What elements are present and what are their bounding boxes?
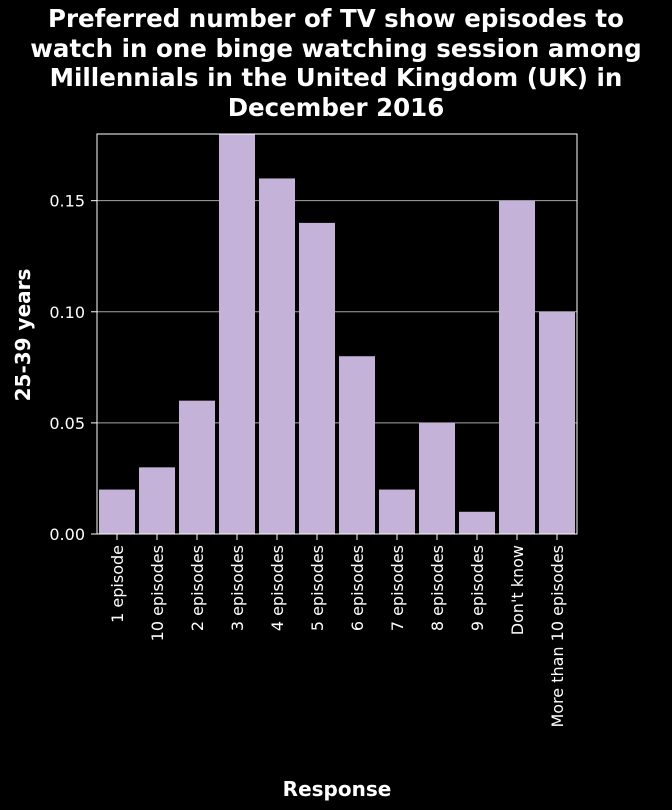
x-tick-label: 8 episodes: [428, 545, 447, 631]
y-tick-label: 0.10: [49, 303, 85, 322]
x-tick-label: 9 episodes: [468, 545, 487, 631]
bar: [539, 311, 575, 534]
bar: [99, 489, 135, 534]
x-tick-label: 1 episode: [108, 545, 127, 623]
bar: [139, 467, 175, 534]
y-tick-label: 0.15: [49, 192, 85, 211]
chart-title-line: Millennials in the United Kingdom (UK) i…: [49, 63, 623, 92]
gridlines: [97, 200, 577, 424]
axes: [91, 133, 578, 540]
x-tick-label: 7 episodes: [388, 545, 407, 631]
x-tick-label: 6 episodes: [348, 545, 367, 631]
bar: [499, 200, 535, 534]
y-tick-label: 0.00: [49, 525, 85, 544]
chart-title-line: Preferred number of TV show episodes to: [48, 4, 624, 33]
x-tick-label: More than 10 episodes: [548, 545, 567, 728]
tick-labels: 0.00 0.05 0.10 0.15 1 episode 10 episodes 2 ep…: [49, 192, 567, 728]
bar: [219, 134, 255, 534]
chart-title: Preferred number of TV show episodes to …: [0, 4, 672, 122]
x-tick-label: 2 episodes: [188, 545, 207, 631]
bars: [99, 134, 575, 534]
x-tick-label: 5 episodes: [308, 545, 327, 631]
y-tick-label: 0.05: [49, 414, 85, 433]
bar: [339, 356, 375, 534]
plot-frame: [96, 133, 578, 535]
chart-title-line: December 2016: [227, 92, 445, 122]
x-tick-label: 10 episodes: [148, 545, 167, 641]
chart-title-line: watch in one binge watching session amon…: [30, 33, 642, 63]
bar: [419, 422, 455, 534]
bar: [259, 178, 295, 534]
x-axis-title: Response: [283, 777, 392, 801]
y-axis-title: 25-39 years: [11, 269, 35, 402]
x-tick-label: 3 episodes: [228, 545, 247, 631]
bar: [379, 489, 415, 534]
bar: [179, 400, 215, 534]
x-tick-label: 4 episodes: [268, 545, 287, 631]
bar: [459, 511, 495, 534]
bar: [299, 222, 335, 534]
x-tick-label: Don't know: [508, 545, 527, 635]
